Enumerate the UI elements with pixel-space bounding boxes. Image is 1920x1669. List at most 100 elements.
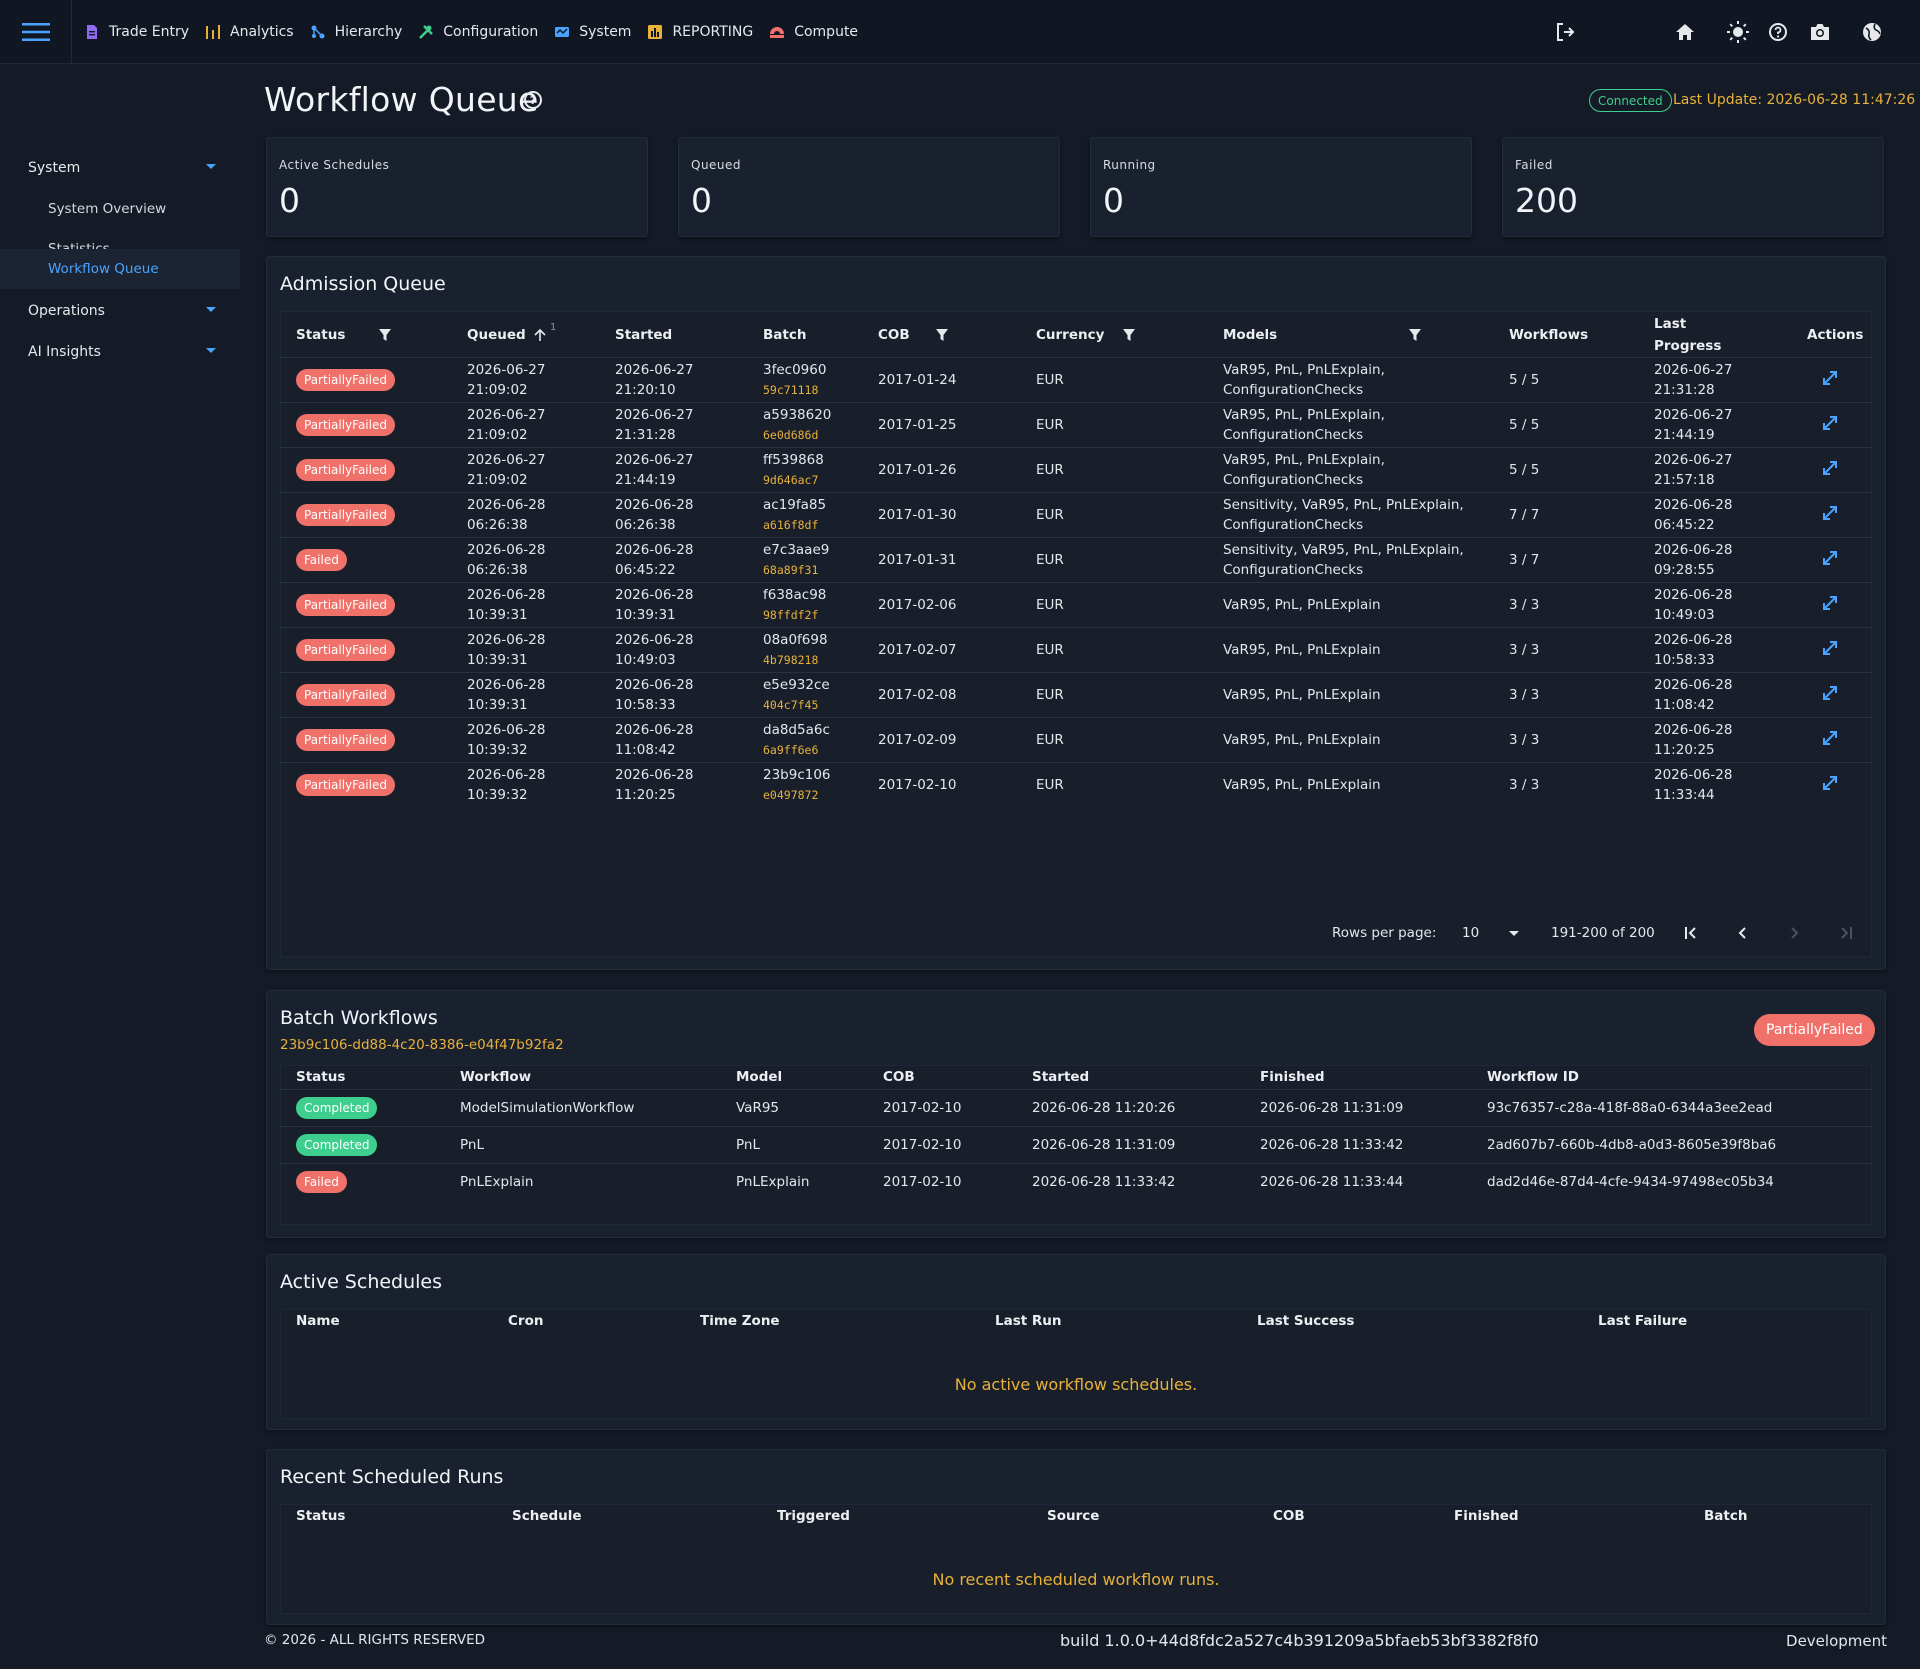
globe-icon[interactable] [1859,19,1885,45]
filter-icon[interactable] [1122,328,1136,342]
expand-icon[interactable] [1821,594,1839,612]
document-icon [87,24,97,39]
col-workflow[interactable]: Workflow [460,1068,532,1085]
sidebar-item-label: System Overview [48,201,167,217]
sidebar-item-workflow-queue[interactable]: Workflow Queue [0,249,240,289]
col-cob[interactable]: COB [883,1068,915,1085]
filter-icon[interactable] [935,328,949,342]
col-cron[interactable]: Cron [508,1313,544,1329]
sidebar-group-operations[interactable]: Operations [0,291,240,331]
col-batch[interactable]: Batch [747,313,862,358]
nav-reporting[interactable]: REPORTING [641,0,763,64]
col-finished[interactable]: Finished [1260,1068,1325,1085]
currency-cell: EUR [1020,582,1207,628]
first-page-icon[interactable] [1683,925,1699,941]
col-models[interactable]: Models [1207,313,1493,358]
table-row[interactable]: PartiallyFailed 2026-06-28 10:39:31 2026-06… [280,627,1872,673]
expand-icon[interactable] [1821,369,1839,387]
cob-cell: 2017-02-07 [862,627,1020,673]
col-schedule[interactable]: Schedule [512,1508,582,1524]
next-page-icon[interactable] [1786,925,1802,941]
filter-icon[interactable] [1408,328,1422,342]
actions-cell [1791,762,1872,808]
col-status[interactable]: Status [296,1068,346,1085]
logout-icon[interactable] [1552,19,1578,45]
col-time-zone[interactable]: Time Zone [700,1313,780,1329]
nav-analytics[interactable]: Analytics [199,0,304,64]
nav-compute[interactable]: Compute [763,0,868,64]
col-name[interactable]: Name [296,1313,340,1329]
table-row[interactable]: Completed PnL PnL 2017-02-10 2026-06-28 11:3… [280,1125,1872,1163]
col-last-failure[interactable]: Last Failure [1598,1313,1688,1329]
col-model[interactable]: Model [736,1068,783,1085]
hamburger-icon[interactable] [21,22,50,42]
col-status[interactable]: Status [280,313,451,358]
col-workflow-id[interactable]: Workflow ID [1487,1068,1580,1085]
date-text: 2026-06-27 [1654,362,1733,378]
expand-icon[interactable] [1821,459,1839,477]
col-last-success[interactable]: Last Success [1257,1313,1355,1329]
col-batch[interactable]: Batch [1704,1508,1748,1524]
table-row[interactable]: PartiallyFailed 2026-06-28 06:26:38 2026-06… [280,492,1872,538]
col-status[interactable]: Status [296,1508,346,1524]
table-row[interactable]: PartiallyFailed 2026-06-28 10:39:31 2026-06… [280,582,1872,628]
filter-icon[interactable] [378,328,392,342]
nav-configuration[interactable]: Configuration [412,0,548,64]
table-row[interactable]: PartiallyFailed 2026-06-28 10:39:31 2026-06… [280,672,1872,718]
expand-icon[interactable] [1821,729,1839,747]
col-currency[interactable]: Currency [1020,313,1207,358]
menu-toggle[interactable] [0,0,72,64]
table-row[interactable]: PartiallyFailed 2026-06-28 10:39:32 2026-06… [280,762,1872,808]
col-workflows[interactable]: Workflows [1493,313,1638,358]
table-row[interactable]: PartiallyFailed 2026-06-27 21:09:02 2026-06… [280,357,1872,403]
table-row[interactable]: PartiallyFailed 2026-06-27 21:09:02 2026-06… [280,447,1872,493]
col-cob[interactable]: COB [862,313,1020,358]
stat-card-queued: Queued 0 [678,137,1060,237]
help-icon[interactable] [1765,19,1791,45]
model-cell: PnL [720,1125,867,1163]
camera-icon[interactable] [1807,19,1833,45]
sort-up-icon[interactable] [533,328,547,342]
nav-system[interactable]: System [548,0,641,64]
batch-sub-hash: a616f8df [763,518,819,532]
sidebar-group-system[interactable]: System [0,148,240,188]
rows-per-page-select[interactable]: 10 [1462,917,1522,949]
theme-toggle-icon[interactable] [1725,19,1751,45]
col-started[interactable]: Started [1032,1068,1090,1085]
expand-icon[interactable] [1821,774,1839,792]
table-row[interactable]: Completed ModelSimulationWorkflow VaR95 201… [280,1088,1872,1126]
table-row[interactable]: Failed PnLExplain PnLExplain 2017-02-10 2026… [280,1162,1872,1200]
col-triggered[interactable]: Triggered [777,1508,850,1524]
col-queued[interactable]: Queued 1 [451,313,599,358]
col-last-progress[interactable]: Last Progress [1638,313,1791,358]
status-badge: PartiallyFailed [296,684,395,706]
col-last-run[interactable]: Last Run [995,1313,1062,1329]
expand-icon[interactable] [1821,504,1839,522]
home-icon[interactable] [1672,19,1698,45]
recent-runs-panel: Recent Scheduled Runs Status Schedule Trig… [266,1449,1886,1625]
nav-trade-entry[interactable]: Trade Entry [78,0,199,64]
table-row[interactable]: Failed 2026-06-28 06:26:38 2026-06-28 06:45:… [280,537,1872,583]
status-cell: Failed [280,1162,444,1200]
panel-title: Batch Workflows [280,1007,438,1029]
prev-page-icon[interactable] [1735,925,1751,941]
expand-icon[interactable] [1821,549,1839,567]
expand-icon[interactable] [1821,639,1839,657]
nav-hierarchy[interactable]: Hierarchy [304,0,413,64]
expand-icon[interactable] [1821,684,1839,702]
currency-cell: EUR [1020,492,1207,538]
sidebar-group-ai-insights[interactable]: AI Insights [0,332,240,372]
expand-icon[interactable] [1821,414,1839,432]
nav-label: Analytics [230,23,294,40]
col-source[interactable]: Source [1047,1508,1100,1524]
panel-title: Recent Scheduled Runs [280,1466,504,1488]
table-row[interactable]: PartiallyFailed 2026-06-27 21:09:02 2026-06… [280,402,1872,448]
sidebar-item-system-overview[interactable]: System Overview [0,189,240,229]
currency-cell: EUR [1020,537,1207,583]
question-icon[interactable]: ? [524,91,542,109]
col-cob[interactable]: COB [1273,1508,1305,1524]
last-page-icon[interactable] [1838,925,1854,941]
table-row[interactable]: PartiallyFailed 2026-06-28 10:39:32 2026-06… [280,717,1872,763]
col-finished[interactable]: Finished [1454,1508,1519,1524]
col-started[interactable]: Started [599,313,747,358]
